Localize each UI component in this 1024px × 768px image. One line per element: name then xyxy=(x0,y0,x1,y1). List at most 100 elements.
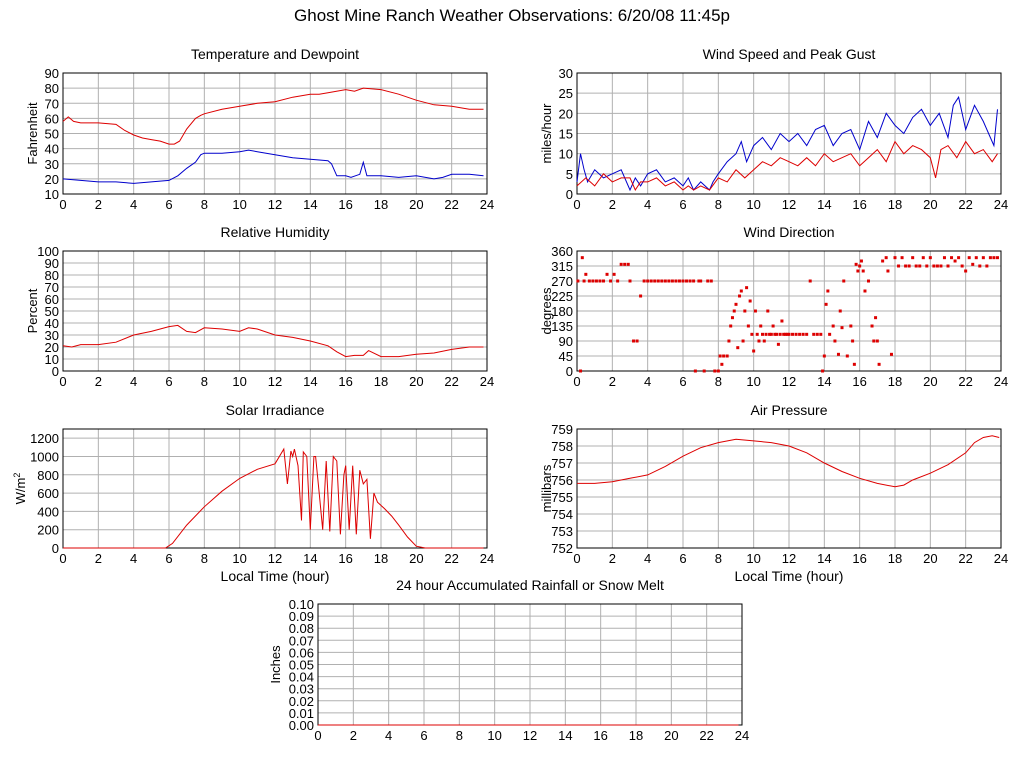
chart-title: Wind Speed and Peak Gust xyxy=(703,46,876,62)
data-point xyxy=(699,279,703,283)
y-tick-label: 30 xyxy=(45,157,59,172)
chart-title: Solar Irradiance xyxy=(226,402,325,418)
data-point xyxy=(755,332,759,336)
x-tick-label: 24 xyxy=(994,197,1008,212)
x-tick-label: 4 xyxy=(130,374,137,389)
data-point xyxy=(808,279,812,283)
x-tick-label: 0 xyxy=(59,197,66,212)
x-tick-label: 18 xyxy=(888,551,902,566)
data-point xyxy=(828,332,832,336)
data-point xyxy=(702,369,706,373)
data-point xyxy=(775,332,779,336)
data-point xyxy=(925,264,929,268)
y-tick-label: 60 xyxy=(45,292,59,307)
x-tick-label: 8 xyxy=(201,197,208,212)
y-tick-label: 60 xyxy=(45,111,59,126)
data-point xyxy=(771,324,775,328)
x-tick-label: 20 xyxy=(923,374,937,389)
y-tick-label: 180 xyxy=(551,304,573,319)
data-point xyxy=(812,332,816,336)
x-tick-label: 4 xyxy=(644,551,651,566)
data-point xyxy=(762,339,766,343)
data-point xyxy=(942,256,946,260)
data-point xyxy=(805,332,809,336)
y-tick-label: 80 xyxy=(45,268,59,283)
x-tick-label: 6 xyxy=(679,374,686,389)
y-tick-label: 800 xyxy=(37,468,59,483)
data-point xyxy=(856,269,860,273)
plot-frame xyxy=(62,428,488,549)
y-tick-label: 100 xyxy=(37,244,59,259)
data-point xyxy=(935,264,939,268)
rainfall-chart: 0 2 4 6 8 10 12 14 16 18 20 22 240.000.010.020.030.0… xyxy=(268,577,749,743)
x-tick-label: 18 xyxy=(374,197,388,212)
x-tick-label: 14 xyxy=(817,551,831,566)
x-tick-label: 16 xyxy=(852,551,866,566)
data-point xyxy=(985,264,989,268)
data-point xyxy=(688,279,692,283)
x-tick-label: 20 xyxy=(923,551,937,566)
data-point xyxy=(626,262,630,266)
data-point xyxy=(764,332,768,336)
data-point xyxy=(776,342,780,346)
x-tick-label: 2 xyxy=(95,197,102,212)
x-tick-label: 6 xyxy=(679,197,686,212)
x-tick-label: 24 xyxy=(480,197,494,212)
y-axis-label: Inches xyxy=(268,645,283,684)
data-point xyxy=(859,259,863,263)
data-point xyxy=(667,279,671,283)
y-tick-label: 0 xyxy=(52,364,59,379)
data-point xyxy=(981,256,985,260)
x-tick-label: 24 xyxy=(994,551,1008,566)
data-point xyxy=(692,279,696,283)
data-point xyxy=(960,264,964,268)
x-tick-label: 10 xyxy=(746,197,760,212)
y-axis-label-superscript: 2 xyxy=(12,473,22,478)
x-tick-label: 2 xyxy=(95,551,102,566)
x-tick-label: 18 xyxy=(374,551,388,566)
temperature-chart: 0 2 4 6 8 10 12 14 16 18 20 22 24102030405060708090T… xyxy=(25,46,494,212)
y-axis-label-text: miles/hour xyxy=(539,103,554,164)
x-tick-label: 0 xyxy=(573,551,580,566)
data-point xyxy=(646,279,650,283)
data-point xyxy=(824,302,828,306)
data-point xyxy=(697,279,701,283)
data-point xyxy=(821,369,825,373)
x-tick-label: 0 xyxy=(59,374,66,389)
y-tick-label: 225 xyxy=(551,289,573,304)
x-tick-label: 16 xyxy=(593,728,607,743)
x-tick-label: 24 xyxy=(994,374,1008,389)
data-point xyxy=(727,339,731,343)
data-point xyxy=(967,256,971,260)
x-tick-label: 16 xyxy=(338,197,352,212)
x-tick-label: 2 xyxy=(609,374,616,389)
data-point xyxy=(794,332,798,336)
y-axis-label-text: W/m xyxy=(13,478,28,505)
x-tick-label: 12 xyxy=(268,197,282,212)
data-point xyxy=(693,369,697,373)
x-tick-label: 8 xyxy=(715,374,722,389)
data-point xyxy=(685,279,689,283)
wind-direction-chart: 0 2 4 6 8 10 12 14 16 18 20 22 240459013518022527031… xyxy=(539,224,1008,389)
series-line-red xyxy=(63,447,484,549)
data-point xyxy=(663,279,667,283)
x-tick-label: 20 xyxy=(923,197,937,212)
x-tick-label: 8 xyxy=(201,551,208,566)
y-tick-label: 10 xyxy=(559,147,573,162)
data-point xyxy=(591,279,595,283)
x-tick-label: 22 xyxy=(958,197,972,212)
data-point xyxy=(787,332,791,336)
y-tick-label: 135 xyxy=(551,319,573,334)
x-tick-label: 0 xyxy=(59,551,66,566)
y-tick-label: 45 xyxy=(559,349,573,364)
x-tick-label: 12 xyxy=(782,197,796,212)
x-tick-label: 10 xyxy=(746,374,760,389)
data-point xyxy=(660,279,664,283)
data-point xyxy=(718,354,722,358)
data-point xyxy=(946,264,950,268)
y-axis-label: Fahrenheit xyxy=(25,102,40,165)
data-point xyxy=(612,272,616,276)
data-point xyxy=(826,289,830,293)
y-tick-label: 0.09 xyxy=(289,609,314,624)
